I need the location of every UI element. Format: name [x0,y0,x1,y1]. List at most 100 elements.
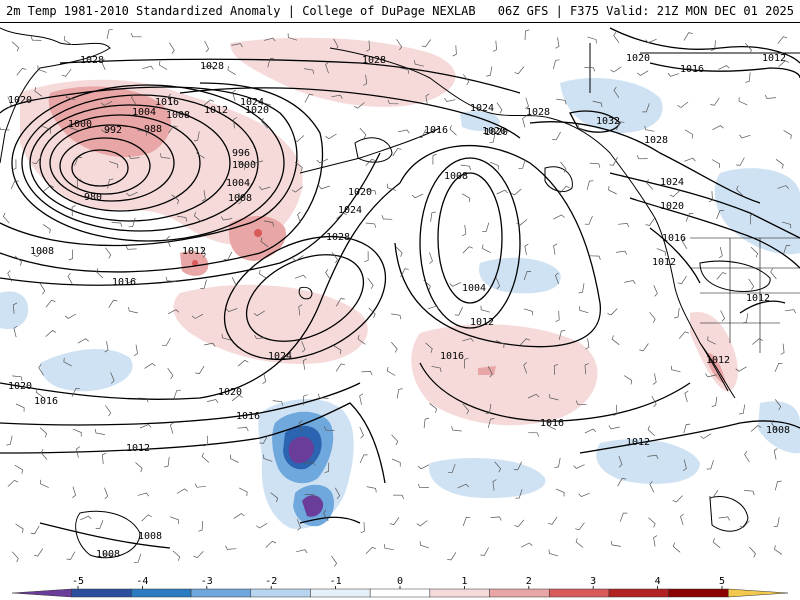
isobar-label: 1016 [680,64,704,75]
colorbar-tick-label: 2 [526,576,532,587]
wind-barb [172,550,181,561]
wind-barb [232,89,236,102]
wind-barb [677,101,689,108]
wind-barb [63,357,72,367]
wind-barb [94,429,105,435]
wind-barb [296,519,301,531]
wind-barb [203,66,215,71]
wind-barb [745,72,751,83]
wind-barb [14,464,23,474]
wind-barb [304,494,316,499]
wind-barb [72,486,77,498]
wind-barb [176,488,189,494]
wind-barb [560,161,567,173]
wind-barb [651,395,657,408]
isobar-label: 1016 [662,233,686,244]
isobar-1020-ne [629,197,800,269]
wind-barb [584,428,597,434]
wind-barb [553,363,559,375]
wind-barb [30,36,42,41]
wind-barb [200,246,206,258]
wind-barb [524,29,530,41]
wind-barb [618,223,630,228]
wind-barb [368,307,376,318]
wind-barb [482,244,491,253]
wind-barb [6,435,13,446]
wind-barb [318,185,330,190]
wind-barb [610,540,621,547]
wind-barb [77,338,89,344]
wind-barb [80,515,92,521]
wind-barb [144,362,156,369]
isobar-1012-east [394,144,601,348]
wind-barb [752,338,763,345]
wind-barb [64,313,77,319]
isobar-1024-north [179,87,521,139]
wind-barb [555,37,560,49]
wind-barb [653,535,658,547]
wind-barb [649,311,656,323]
wind-barb [480,547,489,556]
wind-barb [359,426,364,439]
wind-barb [589,162,601,168]
wind-barb [101,58,106,71]
isobar-label: 1012 [652,257,676,268]
wind-barb [585,338,590,350]
isobar-label: 1024 [660,177,684,188]
wind-barb [366,188,377,195]
wind-barb [706,460,714,470]
wind-barb [12,302,18,314]
wind-barb [366,486,377,493]
wind-barb [674,308,680,319]
wind-barb [416,520,428,527]
wind-barb [400,268,409,277]
wind-barb [303,68,315,74]
wind-barb [391,341,398,353]
wind-barb [65,93,76,101]
isobar-label: 1028 [526,107,550,118]
wind-barb [128,154,140,159]
isobar-label: 1012 [126,443,150,454]
wind-barb [739,134,751,139]
wind-barb [684,390,689,403]
wind-barb [2,212,10,224]
wind-barb [524,243,529,256]
wind-barb [15,523,24,533]
negative-anomaly-area [714,168,800,255]
wind-barb [510,188,522,196]
isobar-1028-high [245,254,365,342]
wind-barb [42,125,52,134]
wind-barb [220,216,233,221]
wind-barb [204,40,210,53]
wind-barb [323,509,329,522]
wind-barb [735,366,747,372]
wind-barb [331,94,343,99]
wind-barb [169,42,175,54]
wind-barb [367,277,374,289]
wind-barb [773,448,778,460]
wind-barb [744,450,750,463]
wind-barb [496,189,508,195]
isobar-label: 1024 [338,205,362,216]
wind-barb [39,283,46,295]
wind-barb [618,455,623,468]
isobar-label: 1012 [470,317,494,328]
isobar-1008-low [419,157,521,329]
wind-barb [237,359,249,367]
positive-anomaly-area [690,312,738,392]
wind-barb [515,489,523,499]
wind-barb [231,277,237,289]
colorbar-tick-label: 5 [719,576,725,587]
wind-barb [204,342,216,347]
wind-barb [708,489,719,498]
isobar-1012 [0,82,324,273]
wind-barb [253,310,265,317]
wind-barb [304,461,316,466]
wind-barb [784,309,797,314]
isobar-label: 1024 [240,97,264,108]
wind-barb [495,339,505,349]
wind-barb [454,306,463,316]
wind-barb [63,36,72,46]
wind-barb [317,393,329,399]
colorbar-tick-label: -1 [330,576,342,587]
